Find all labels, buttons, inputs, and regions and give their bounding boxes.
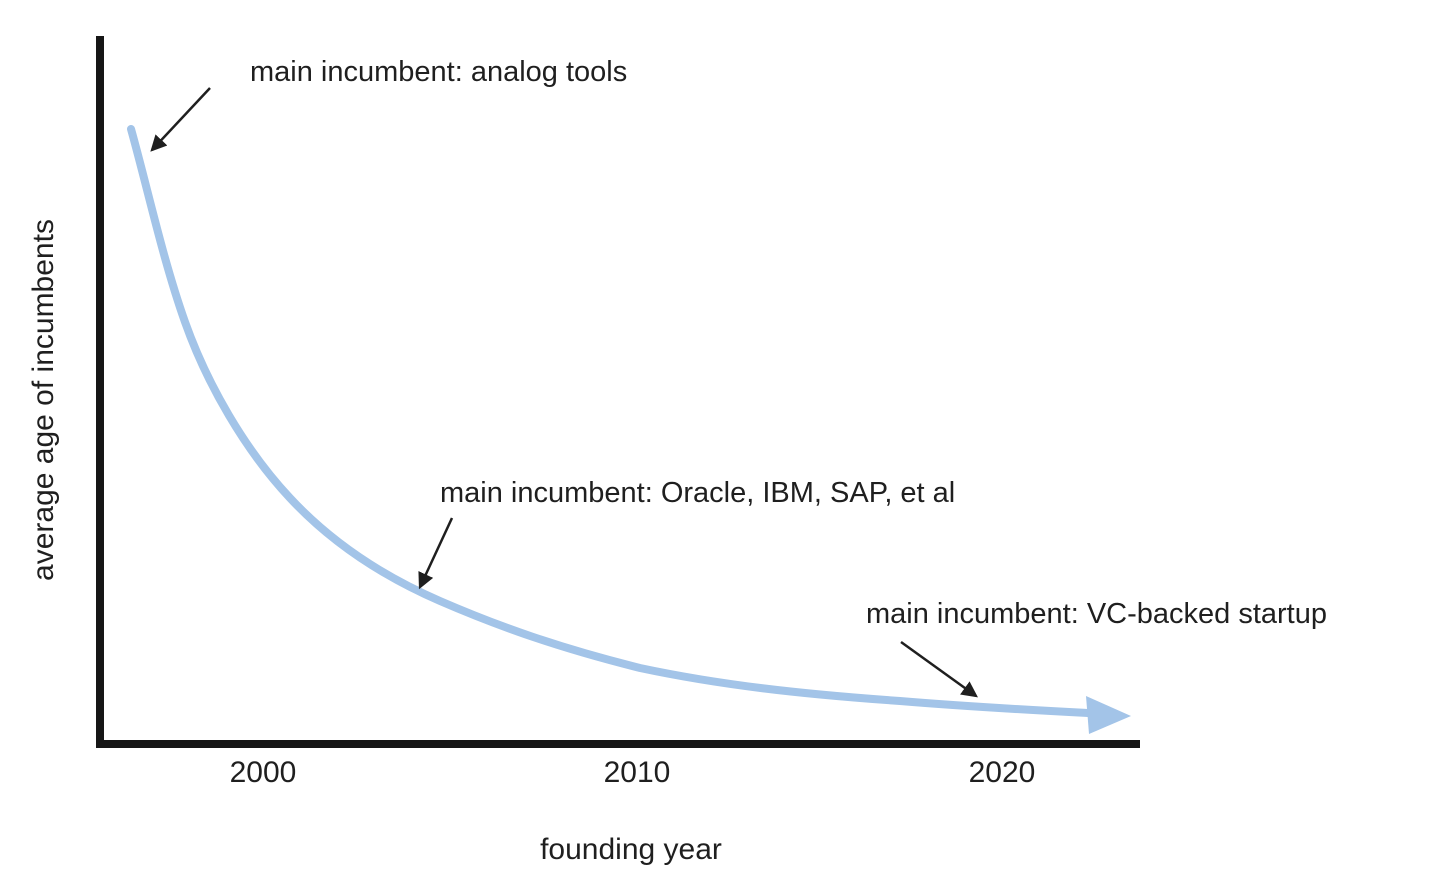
x-tick-2000: 2000 [229, 756, 297, 789]
annotation-arrow-analog [150, 87, 211, 152]
annotation-vc-backed-startup: main incumbent: VC-backed startup [866, 598, 1327, 630]
annotation-arrow-startup [900, 640, 978, 698]
incumbent-age-curve [127, 125, 1092, 717]
y-axis-title: average age of incumbents [26, 219, 60, 581]
curve-arrowhead-icon [1086, 696, 1131, 734]
x-tick-2020: 2020 [968, 756, 1036, 789]
annotation-arrow-enterprise [418, 517, 454, 590]
x-axis-title: founding year [540, 833, 722, 866]
x-tick-2010: 2010 [603, 756, 671, 789]
annotation-enterprise-incumbents: main incumbent: Oracle, IBM, SAP, et al [440, 477, 956, 509]
annotation-analog-tools: main incumbent: analog tools [250, 56, 628, 88]
